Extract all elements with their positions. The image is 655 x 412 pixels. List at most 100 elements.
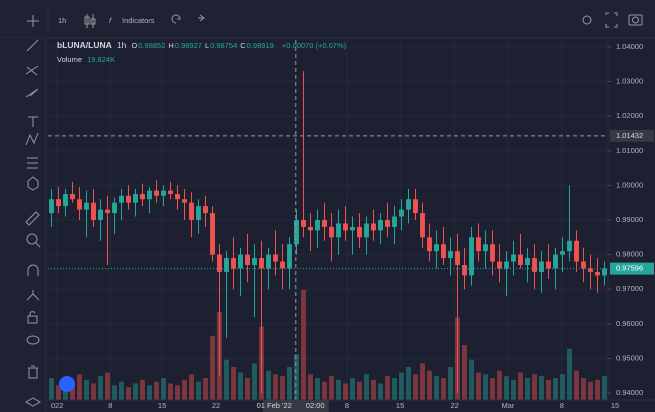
candle-body [392,216,397,227]
top-bar [0,0,655,38]
candle-body [490,244,495,262]
volume-legend: Volume 19.824K [57,55,118,64]
x-tick-label: 15 [611,401,619,410]
x-tick-label: 8 [560,401,564,410]
volume-bar [315,378,320,400]
candle-body [175,194,180,200]
volume-bar [539,376,544,400]
x-tick-label: Mar [501,401,514,410]
y-tick-label: 1.02000 [616,111,643,120]
candle-body [133,194,138,203]
symbol-legend: bLUNA/LUNA 1h O0.98852 H0.98927 L0.98754 C0… [57,40,349,50]
candle-body [308,226,313,231]
settings-button[interactable] [582,15,592,25]
x-tick-label: 15 [158,401,166,410]
x-tick-label: 15 [396,401,404,410]
tv-logo[interactable] [59,376,75,392]
undo-redo[interactable] [171,14,205,24]
volume-bar [119,381,124,400]
volume-bar [266,370,271,400]
plot-area [48,40,616,400]
candle-body [210,213,215,255]
volume-bar [476,372,481,400]
last-price-box [610,262,654,275]
volume-bar [70,383,75,400]
crosshair-tool[interactable] [27,15,39,27]
volume-bar [427,370,432,400]
volume-bar [343,383,348,400]
indicators-button[interactable]: Indicators [122,16,155,25]
drawing-tools[interactable] [24,39,42,407]
volume-bar [287,367,292,400]
crosshair-date-label: 01 Feb '22 [257,401,292,410]
volume-bar [273,374,278,400]
candle-body [63,194,68,207]
candle-body [119,195,124,203]
candle-body [399,209,404,217]
volume-bar [399,372,404,400]
indicators-icon[interactable]: f [109,16,112,25]
volume-bar [546,379,551,400]
candle-body [168,190,173,195]
candle-body [245,254,250,265]
candle-body [546,261,551,269]
candle-body [413,199,418,214]
y-tick-label: 1.03000 [616,77,643,86]
x-tick-label: 8 [108,401,112,410]
fullscreen-button[interactable] [605,12,618,28]
volume-bar [112,385,117,400]
candle-body [266,254,271,269]
y-tick-label: 1.00000 [616,180,643,189]
volume-bar [91,383,96,400]
candle-body [329,226,334,238]
volume-bar [322,381,327,400]
x-tick-label: 22 [212,401,220,410]
volume-bar [147,385,152,400]
candle-body [518,254,523,265]
change: +0.00070 (+0.07%) [281,41,347,50]
volume-bar [490,378,495,400]
chart-type-button[interactable] [84,14,96,28]
volume-bar [371,379,376,400]
candle-body [448,251,453,259]
volume-bar [469,359,474,400]
volume-bar [126,387,131,400]
volume-bar [560,374,565,400]
candle-body [476,237,481,252]
y-tick-label: 0.99000 [616,215,643,224]
ohlc-key: C [240,41,246,50]
crosshair-time-box [262,400,329,412]
volume-bar [84,379,89,400]
candle-body [140,194,145,200]
volume-bar [392,378,397,400]
interval-button[interactable]: 1h [58,16,66,25]
volume-bar [462,345,467,400]
candle-body [56,199,61,207]
candle-body [224,258,229,272]
volume-bar [231,367,236,400]
candle-body [588,268,593,272]
volume-bar [329,376,334,400]
snapshot-button[interactable] [628,14,643,26]
volume-bar [49,378,54,400]
volume-bar [105,372,110,400]
crosshair-time-label: 02:00 [306,401,325,410]
volume-bar [567,348,572,400]
candle-body [231,258,236,269]
candle-body [147,190,152,200]
x-tick-label: 8 [345,401,349,410]
volume-bar [182,379,187,400]
volume-bar [280,376,285,400]
volume-value: 19.824K [87,55,116,64]
volume-bar [532,374,537,400]
candle-body [434,244,439,252]
volume-bar [203,378,208,400]
candle-body [539,261,544,272]
candle-body [84,202,89,210]
volume-bar [210,335,215,400]
candle-body [98,209,103,220]
volume-bar [294,354,299,400]
candle-body [280,261,285,269]
volume-bar [133,383,138,400]
